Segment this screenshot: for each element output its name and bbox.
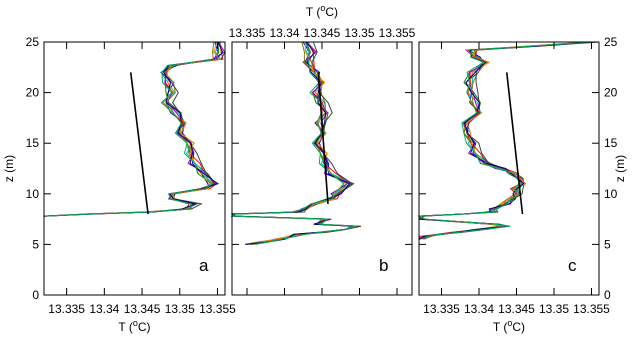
panel-c-x-axis-title: T (oC) [493, 318, 525, 334]
panel-c-profiles [417, 41, 600, 240]
x-tick-label: 13.34 [269, 26, 299, 40]
panel-c-fit-line [505, 72, 524, 215]
panel-a-x-axis-title: T (oC) [118, 318, 150, 334]
x-tick-label: 13.335 [48, 302, 85, 316]
profile-line [230, 41, 357, 245]
profile-line [418, 41, 593, 240]
panel-b: 13.335 13.34 13.345 13.35 13.355 b T (oC) [229, 3, 416, 296]
panel-a-frame [43, 41, 226, 296]
panel-c-frame [418, 41, 600, 296]
profile-line [418, 41, 588, 240]
panel-b-letter: b [379, 256, 388, 275]
y-tick-label: 25 [26, 35, 40, 49]
x-tick-label: 13.345 [498, 302, 535, 316]
profile-line [418, 41, 590, 240]
panel-a-x-ticks: 13.335 13.34 13.345 13.35 13.355 [48, 42, 236, 316]
panel-b-fit-line [317, 72, 329, 204]
profile-line [418, 41, 596, 240]
panel-c: 13.335 13.34 13.345 13.35 13.355 0510152025 … [417, 35, 627, 334]
x-tick-label: 13.35 [165, 302, 195, 316]
y-tick-label: 20 [604, 86, 618, 100]
x-tick-label: 13.35 [344, 26, 374, 40]
y-tick-label: 0 [604, 288, 611, 302]
x-tick-label: 13.345 [124, 302, 161, 316]
panel-a-y-ticks: 0 5 10 15 20 25 [26, 35, 225, 302]
x-tick-label: 13.35 [539, 302, 569, 316]
panel-c-letter: c [568, 256, 577, 275]
y-tick-label: 10 [26, 187, 40, 201]
x-tick-label: 13.335 [423, 302, 460, 316]
panel-c-x-ticks: 13.335 13.34 13.345 13.35 13.355 [423, 42, 610, 316]
y-tick-label: 25 [604, 35, 618, 49]
x-tick-label: 13.355 [379, 26, 416, 40]
panel-a-y-axis-title: z (m) [2, 155, 16, 182]
y-tick-label: 20 [26, 86, 40, 100]
x-tick-label: 13.34 [89, 302, 119, 316]
y-tick-label: 10 [604, 187, 618, 201]
profile-line [231, 41, 362, 245]
profile-line [418, 41, 593, 240]
panel-b-x-ticks: 13.335 13.34 13.345 13.35 13.355 [229, 26, 416, 295]
panel-a-profiles [43, 41, 226, 217]
profile-line [43, 41, 224, 217]
panel-b-profiles [230, 41, 362, 245]
profile-line [418, 41, 600, 240]
panel-a: 13.335 13.34 13.345 13.35 13.355 0510152025 … [2, 35, 236, 334]
profile-line [45, 42, 219, 217]
y-tick-label: 0 [32, 288, 39, 302]
y-tick-label: 15 [26, 136, 40, 150]
profile-line [418, 41, 592, 240]
profile-line [43, 41, 215, 217]
panel-a-letter: a [199, 256, 209, 275]
panel-a-fit-line [129, 72, 149, 215]
x-tick-label: 13.345 [304, 26, 341, 40]
panel-b-x-axis-title: T (oC) [306, 3, 338, 19]
y-tick-label: 5 [604, 237, 611, 251]
x-tick-label: 13.34 [464, 302, 494, 316]
x-tick-label: 13.335 [229, 26, 266, 40]
x-tick-label: 13.355 [199, 302, 236, 316]
y-tick-label: 5 [32, 237, 39, 251]
profile-line [418, 41, 593, 240]
y-tick-label: 15 [604, 136, 618, 150]
panel-c-y-ticks: 0 5 10 15 20 25 [419, 35, 618, 302]
profile-line [418, 41, 592, 240]
panel-c-y-axis-title: z (m) [613, 155, 627, 182]
x-tick-label: 13.355 [573, 302, 610, 316]
profile-line [417, 41, 594, 240]
